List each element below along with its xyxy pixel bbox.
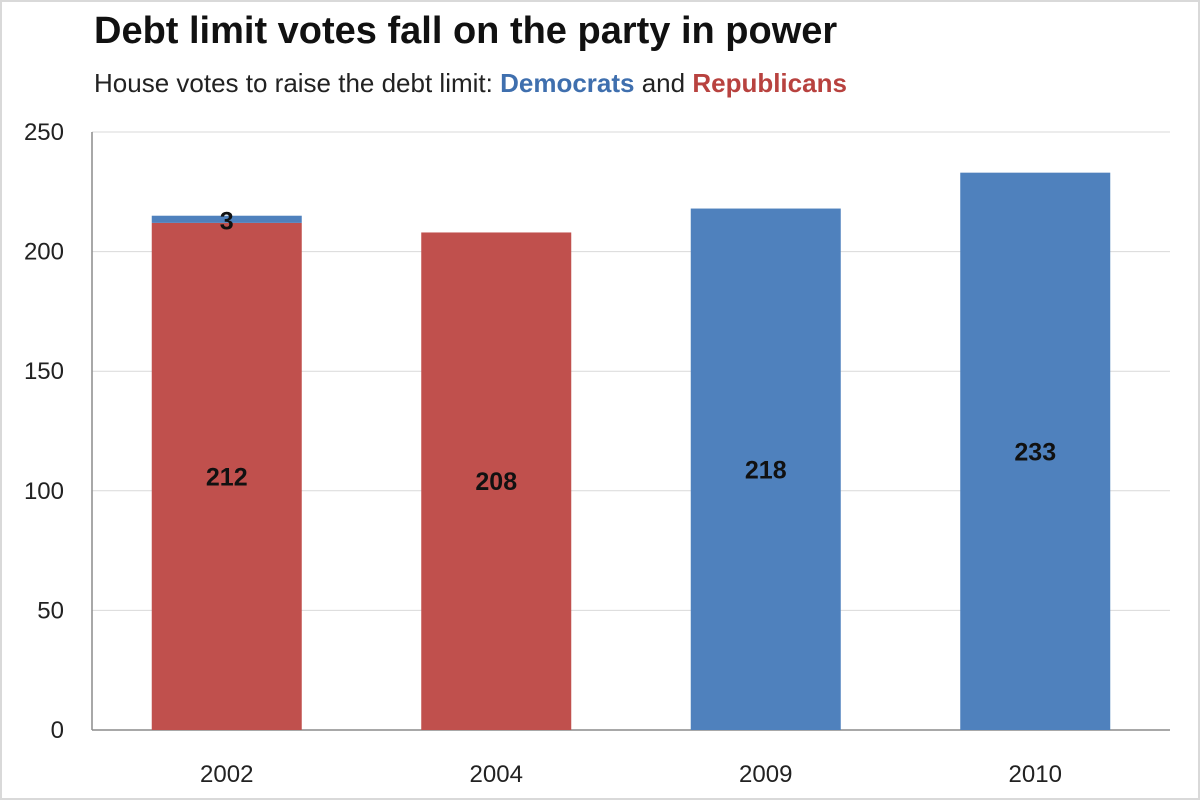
x-tick-label-2002: 2002 [200, 761, 253, 788]
data-label-democrats-2009: 218 [745, 456, 787, 484]
chart-subtitle: House votes to raise the debt limit: Dem… [94, 68, 847, 99]
y-tick-label-0: 0 [51, 717, 64, 744]
bar-democrats-2010 [960, 172, 1111, 730]
bar-republicans-2004 [421, 232, 572, 731]
y-tick-label-150: 150 [24, 358, 64, 385]
y-tick-label-50: 50 [37, 597, 64, 624]
subtitle-prefix: House votes to raise the debt limit: [94, 68, 501, 98]
bar-democrats-2002 [151, 215, 302, 223]
x-tick-label-2010: 2010 [1009, 761, 1062, 788]
y-tick-label-250: 250 [24, 119, 64, 146]
data-label-republicans-2002: 212 [206, 463, 248, 491]
chart-title: Debt limit votes fall on the party in po… [94, 10, 838, 52]
y-tick-label-200: 200 [24, 239, 64, 266]
data-label-democrats-2010: 233 [1014, 438, 1056, 466]
subtitle-republicans: Republicans [692, 68, 847, 98]
bar-democrats-2009 [690, 208, 841, 730]
x-tick-label-2009: 2009 [739, 761, 792, 788]
subtitle-democrats: Democrats [500, 68, 635, 98]
data-label-democrats-2002: 3 [220, 208, 234, 236]
x-tick-label-2004: 2004 [470, 761, 523, 788]
y-tick-label-100: 100 [24, 478, 64, 505]
bar-republicans-2002 [151, 222, 302, 730]
subtitle-joiner: and [634, 68, 693, 98]
data-label-republicans-2004: 208 [475, 468, 517, 496]
